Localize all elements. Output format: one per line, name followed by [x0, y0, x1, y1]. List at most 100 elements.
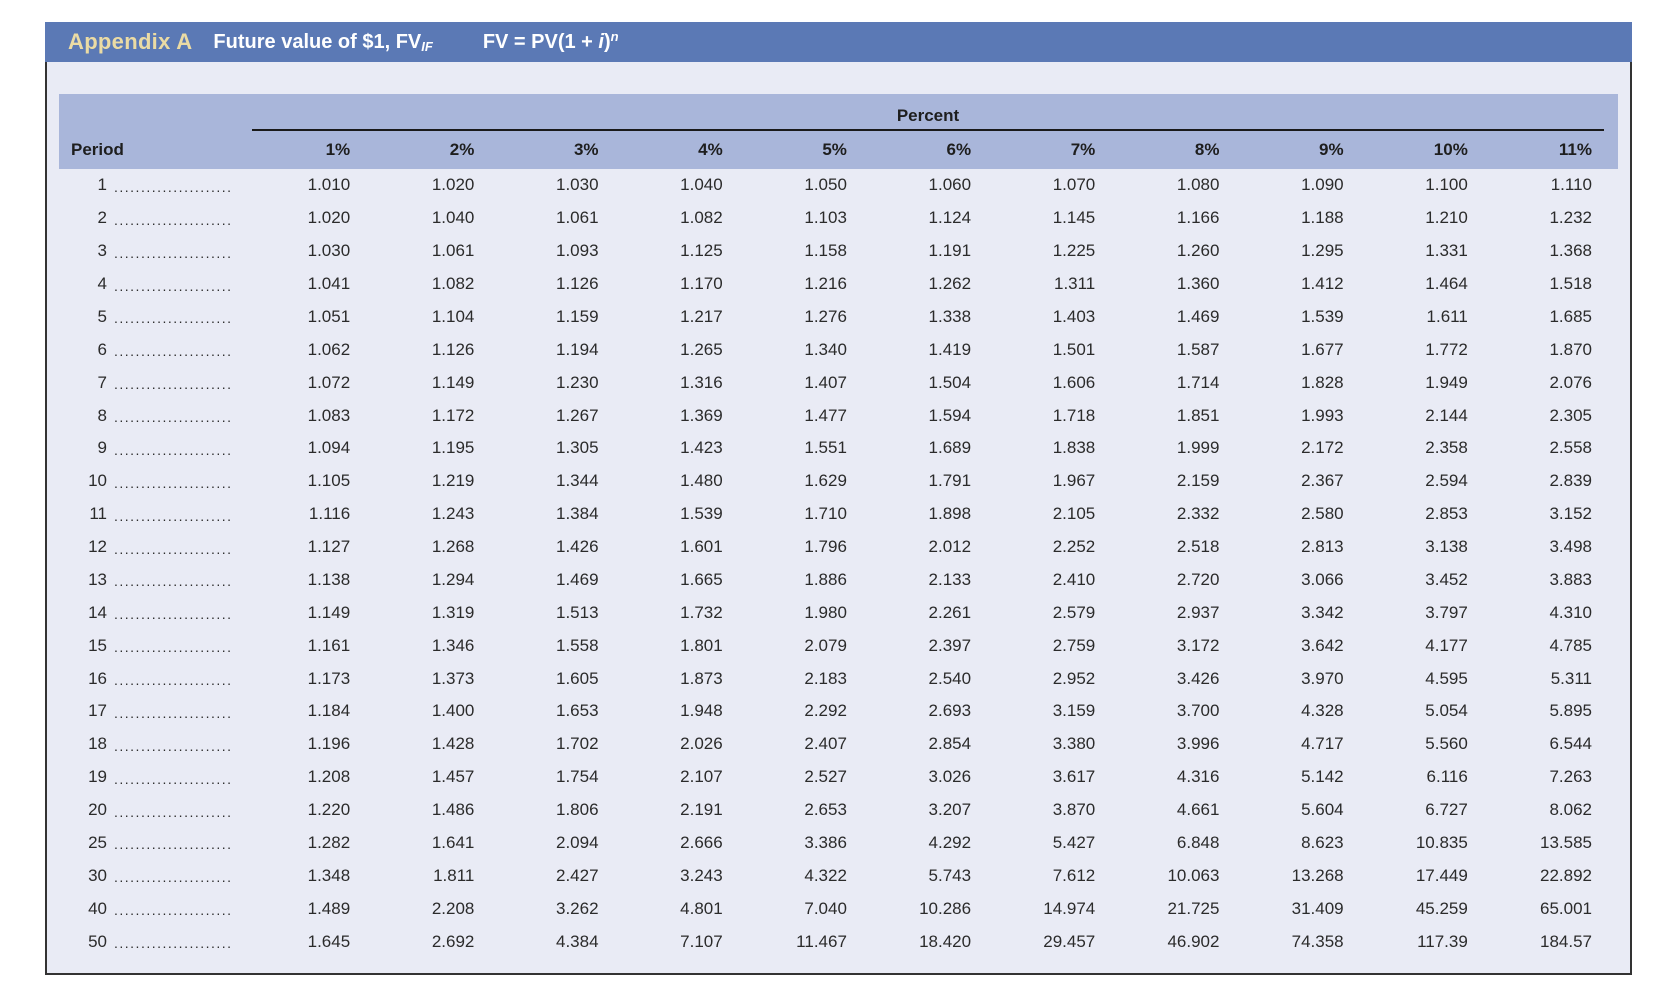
value-cell: 45.259	[1415, 898, 1468, 918]
value-cell: 8.623	[1301, 832, 1344, 852]
value-cell: 1.062	[307, 339, 351, 359]
table-row: 13...................... 1.138 1.294 1.469 1…	[59, 564, 1618, 597]
value-cell: 7.612	[1052, 865, 1096, 885]
period-number: 4	[97, 274, 107, 294]
value-cell: 1.338	[928, 306, 972, 326]
value-cell: 1.423	[680, 438, 723, 458]
value-cell: 1.159	[555, 306, 599, 326]
value-cell: 2.937	[1176, 602, 1220, 622]
value-cell: 1.518	[1549, 274, 1592, 294]
value-cell: 3.342	[1301, 602, 1344, 622]
value-cell: 6.727	[1425, 800, 1468, 820]
value-cell: 1.295	[1301, 241, 1344, 261]
period-cell: 7......................	[59, 373, 252, 393]
period-number: 11	[89, 504, 107, 524]
value-cell: 1.348	[307, 865, 351, 885]
value-cell: 1.316	[680, 372, 723, 392]
value-cell: 2.133	[928, 569, 972, 589]
value-cell: 3.207	[928, 800, 972, 820]
value-cell: 1.196	[307, 734, 351, 754]
value-cell: 2.079	[804, 635, 847, 655]
value-cell: 2.540	[928, 668, 972, 688]
value-cell: 3.883	[1549, 569, 1592, 589]
value-cell: 1.127	[307, 537, 351, 557]
value-cell: 1.801	[680, 635, 723, 655]
value-cell: 1.061	[555, 208, 599, 228]
value-cell: 5.427	[1052, 832, 1096, 852]
value-cell: 1.828	[1301, 372, 1344, 392]
table-header-band: Percent Period 1% 2% 3% 4% 5% 6% 7% 8% 9% 10% 11%	[59, 94, 1618, 169]
value-cell: 1.384	[555, 504, 599, 524]
value-cell: 1.426	[555, 537, 599, 557]
appendix-label: Appendix A	[68, 29, 193, 54]
dot-leader: ......................	[114, 704, 233, 721]
dot-leader: ......................	[114, 178, 233, 195]
table-row: 17...................... 1.184 1.400 1.653 1…	[59, 695, 1618, 728]
value-cell: 1.340	[804, 339, 847, 359]
value-cell: 2.653	[804, 800, 847, 820]
period-number: 10	[88, 471, 107, 491]
dot-leader: ......................	[114, 441, 233, 458]
table-row: 8...................... 1.083 1.172 1.267 1.…	[59, 399, 1618, 432]
value-cell: 1.368	[1549, 241, 1592, 261]
period-cell: 13......................	[59, 570, 252, 590]
value-cell: 1.103	[804, 208, 847, 228]
value-cell: 1.718	[1052, 405, 1096, 425]
value-cell: 1.513	[555, 602, 599, 622]
period-number: 40	[88, 898, 107, 918]
value-cell: 2.666	[680, 832, 723, 852]
value-cell: 5.311	[1550, 668, 1592, 688]
value-cell: 2.839	[1549, 471, 1592, 491]
period-number: 15	[88, 635, 107, 655]
value-cell: 7.040	[804, 898, 847, 918]
value-cell: 1.060	[928, 175, 972, 195]
value-cell: 1.331	[1425, 241, 1468, 261]
value-cell: 3.159	[1052, 701, 1096, 721]
period-cell: 2......................	[59, 208, 252, 228]
value-cell: 4.322	[804, 865, 847, 885]
value-cell: 1.501	[1052, 339, 1096, 359]
table-row: 20...................... 1.220 1.486 1.806 2…	[59, 794, 1618, 827]
value-cell: 22.892	[1539, 865, 1592, 885]
value-cell: 5.743	[928, 865, 972, 885]
value-cell: 1.282	[307, 832, 351, 852]
value-cell: 1.232	[1549, 208, 1592, 228]
value-cell: 6.848	[1176, 832, 1220, 852]
table-title-text: Future value of $1, FV	[213, 30, 422, 53]
value-cell: 13.268	[1291, 865, 1344, 885]
value-cell: 3.386	[804, 832, 847, 852]
value-cell: 3.026	[928, 767, 972, 787]
appendix-header-bar: Appendix A Future value of $1, FVIF FV =…	[45, 22, 1632, 62]
value-cell: 1.791	[928, 471, 972, 491]
table-row: 4...................... 1.041 1.082 1.126 1.…	[59, 268, 1618, 301]
value-cell: 1.305	[555, 438, 599, 458]
value-cell: 3.066	[1301, 569, 1344, 589]
value-cell: 1.040	[431, 208, 475, 228]
value-cell: 1.072	[307, 372, 351, 392]
value-cell: 2.026	[680, 734, 723, 754]
period-column-header: Period	[71, 140, 124, 159]
value-cell: 1.294	[431, 569, 475, 589]
value-cell: 8.062	[1549, 800, 1592, 820]
table-row: 16...................... 1.173 1.373 1.605 1…	[59, 662, 1618, 695]
value-cell: 46.902	[1167, 931, 1220, 951]
value-cell: 14.974	[1043, 898, 1096, 918]
value-cell: 1.217	[680, 306, 723, 326]
table-row: 5...................... 1.051 1.104 1.159 1.…	[59, 301, 1618, 334]
value-cell: 1.082	[680, 208, 723, 228]
value-cell: 1.469	[555, 569, 599, 589]
value-cell: 1.041	[307, 274, 351, 294]
value-cell: 1.606	[1052, 372, 1096, 392]
value-cell: 2.367	[1301, 471, 1344, 491]
value-cell: 2.759	[1052, 635, 1096, 655]
value-cell: 5.560	[1425, 734, 1468, 754]
value-cell: 2.427	[555, 865, 599, 885]
period-cell: 6......................	[59, 340, 252, 360]
value-cell: 2.076	[1549, 372, 1592, 392]
value-cell: 3.617	[1052, 767, 1096, 787]
table-row: 12...................... 1.127 1.268 1.426 1…	[59, 531, 1618, 564]
value-cell: 1.276	[804, 306, 847, 326]
column-header: 7%	[1070, 140, 1096, 159]
value-cell: 1.070	[1052, 175, 1096, 195]
